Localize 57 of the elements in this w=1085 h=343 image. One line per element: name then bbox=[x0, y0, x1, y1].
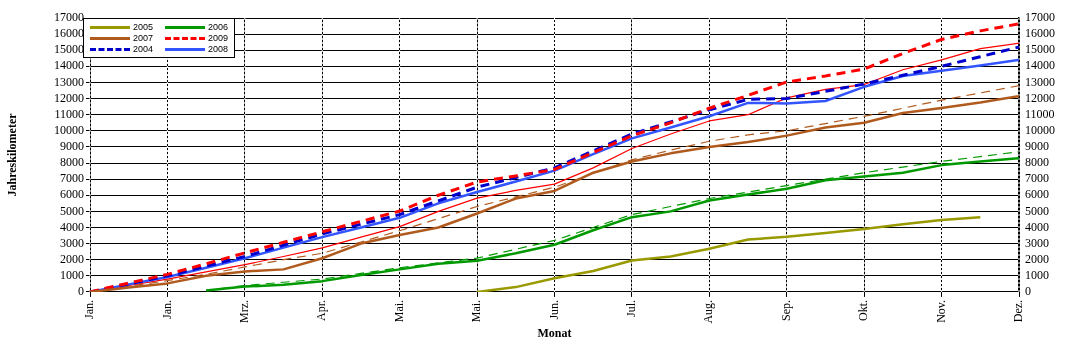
y2-tick-label: 10000 bbox=[1025, 122, 1055, 137]
x-tick-label: Okt. bbox=[856, 299, 871, 321]
x-tick-label: Apr. bbox=[314, 299, 329, 321]
y2-tick-label: 6000 bbox=[1025, 187, 1049, 202]
y-tick-label: 3000 bbox=[60, 235, 84, 250]
x-tick-label: Jan. bbox=[82, 299, 97, 319]
x-tick-label: Dez. bbox=[1011, 299, 1026, 323]
y-tick-label: 6000 bbox=[60, 187, 84, 202]
y-tick-label: 10000 bbox=[54, 122, 84, 137]
y2-tick-label: 16000 bbox=[1025, 26, 1055, 41]
y-tick-label: 15000 bbox=[54, 42, 84, 57]
y2-tick-label: 12000 bbox=[1025, 90, 1055, 105]
y2-tick-label: 11000 bbox=[1025, 106, 1055, 121]
y-axis-title: Jahreskilometer bbox=[5, 112, 20, 197]
y2-tick-label: 0 bbox=[1025, 284, 1031, 299]
y-tick-label: 12000 bbox=[54, 90, 84, 105]
y2-tick-label: 2000 bbox=[1025, 251, 1049, 266]
y2-tick-label: 14000 bbox=[1025, 58, 1055, 73]
y2-tick-label: 15000 bbox=[1025, 42, 1055, 57]
y2-tick-label: 8000 bbox=[1025, 155, 1049, 170]
x-tick-label: Mai. bbox=[469, 299, 484, 323]
y-tick-label: 0 bbox=[78, 284, 84, 299]
y-tick-label: 7000 bbox=[60, 171, 84, 186]
legend-label: 2009 bbox=[208, 33, 229, 43]
y2-tick-label: 1000 bbox=[1025, 267, 1049, 282]
y2-tick-label: 9000 bbox=[1025, 139, 1049, 154]
x-tick-label: Jul. bbox=[624, 299, 639, 317]
legend-label: 2005 bbox=[133, 22, 154, 32]
x-tick-label: Nov. bbox=[933, 299, 948, 323]
x-tick-label: Jan. bbox=[159, 299, 174, 319]
y-tick-label: 5000 bbox=[60, 203, 84, 218]
y-tick-label: 14000 bbox=[54, 58, 84, 73]
y-tick-label: 11000 bbox=[54, 106, 84, 121]
y-tick-label: 2000 bbox=[60, 251, 84, 266]
y2-tick-label: 7000 bbox=[1025, 171, 1049, 186]
x-tick-label: Mai. bbox=[391, 299, 406, 323]
legend-label: 2007 bbox=[133, 33, 154, 43]
x-axis-title: Monat bbox=[537, 325, 572, 340]
x-tick-label: Jun. bbox=[546, 299, 561, 320]
x-tick-label: Mrz. bbox=[236, 299, 251, 323]
y2-tick-label: 13000 bbox=[1025, 74, 1055, 89]
y2-tick-label: 17000 bbox=[1025, 10, 1055, 25]
y-tick-label: 13000 bbox=[54, 74, 84, 89]
legend-label: 2008 bbox=[208, 44, 229, 54]
y2-tick-label: 4000 bbox=[1025, 219, 1049, 234]
y-tick-label: 9000 bbox=[60, 139, 84, 154]
y-tick-label: 17000 bbox=[54, 10, 84, 25]
x-tick-label: Aug. bbox=[701, 299, 716, 324]
y-tick-label: 1000 bbox=[60, 267, 84, 282]
y-tick-label: 8000 bbox=[60, 155, 84, 170]
y2-tick-label: 5000 bbox=[1025, 203, 1049, 218]
legend-label: 2006 bbox=[208, 22, 229, 32]
x-tick-label: Sep. bbox=[778, 299, 793, 321]
y2-tick-label: 3000 bbox=[1025, 235, 1049, 250]
y-tick-label: 4000 bbox=[60, 219, 84, 234]
y-tick-label: 16000 bbox=[54, 26, 84, 41]
legend-label: 2004 bbox=[133, 44, 154, 54]
